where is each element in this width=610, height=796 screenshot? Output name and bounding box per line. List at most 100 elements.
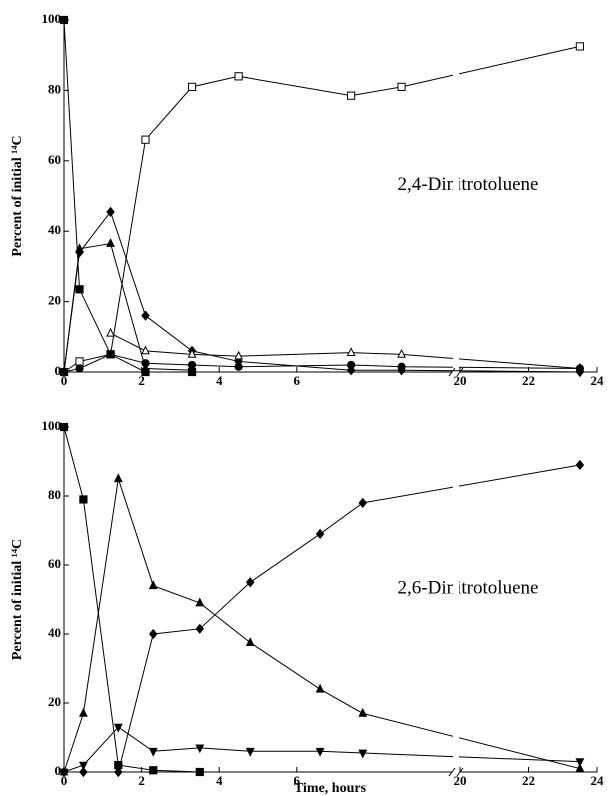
y-tick-label: 80 bbox=[48, 487, 61, 502]
marker bbox=[358, 497, 368, 509]
marker bbox=[79, 766, 88, 778]
y-tick-label: 100 bbox=[42, 11, 62, 26]
y-tick-label: 0 bbox=[55, 363, 62, 378]
annotation: 2,6-Dinitrotoluene bbox=[398, 578, 539, 599]
marker bbox=[148, 747, 158, 757]
marker bbox=[187, 367, 197, 377]
x-tick-label: 22 bbox=[522, 373, 535, 388]
marker bbox=[78, 761, 88, 771]
marker bbox=[149, 766, 158, 775]
break-gap bbox=[453, 15, 459, 368]
y-tick-label: 100 bbox=[42, 418, 62, 433]
marker bbox=[141, 310, 150, 321]
marker bbox=[141, 135, 150, 144]
marker bbox=[78, 707, 88, 717]
x-tick-label: 6 bbox=[294, 773, 301, 788]
break-gap bbox=[453, 422, 459, 768]
x-tick-label: 0 bbox=[61, 773, 68, 788]
marker bbox=[397, 82, 406, 91]
marker bbox=[234, 362, 243, 371]
series-line bbox=[63, 478, 580, 773]
marker bbox=[234, 350, 244, 360]
series-line bbox=[64, 464, 580, 773]
marker bbox=[59, 422, 69, 432]
x-tick-label: 0 bbox=[61, 373, 68, 388]
y-tick-label: 0 bbox=[55, 763, 62, 778]
marker bbox=[195, 744, 205, 754]
x-tick-label: 6 bbox=[294, 373, 301, 388]
series-line bbox=[63, 210, 580, 373]
annotation: 2,4-Dinitrotoluene bbox=[398, 174, 539, 195]
marker bbox=[59, 15, 69, 25]
marker bbox=[106, 350, 115, 359]
marker bbox=[106, 238, 115, 247]
marker bbox=[75, 364, 84, 373]
axis-break bbox=[448, 767, 456, 777]
marker bbox=[346, 347, 356, 357]
axis-break bbox=[448, 367, 456, 377]
y-tick-label: 80 bbox=[48, 81, 61, 96]
marker bbox=[195, 767, 204, 777]
series-line bbox=[110, 332, 580, 369]
marker bbox=[75, 243, 84, 253]
marker bbox=[315, 528, 325, 540]
x-tick-label: 4 bbox=[216, 373, 223, 388]
marker bbox=[347, 360, 356, 370]
x-tick-label: 20 bbox=[454, 773, 467, 788]
marker bbox=[187, 82, 197, 91]
y-tick-label: 60 bbox=[48, 556, 61, 571]
marker bbox=[114, 766, 123, 778]
marker bbox=[141, 367, 150, 377]
y-tick-label: 20 bbox=[48, 293, 61, 308]
marker bbox=[358, 749, 368, 759]
y-axis-label: Percent of initial ¹⁴C bbox=[10, 135, 25, 256]
marker bbox=[195, 623, 205, 634]
marker bbox=[315, 683, 325, 693]
marker bbox=[75, 357, 84, 366]
marker bbox=[347, 91, 356, 100]
y-axis-label: Percent of initial ¹⁴C bbox=[10, 539, 25, 660]
x-tick-label: 2 bbox=[138, 373, 145, 388]
marker bbox=[575, 763, 585, 772]
marker bbox=[59, 768, 69, 778]
y-tick-label: 20 bbox=[48, 694, 61, 709]
x-tick-label: 4 bbox=[216, 773, 223, 788]
marker bbox=[79, 495, 88, 504]
marker bbox=[575, 459, 585, 471]
marker bbox=[187, 348, 197, 358]
y-tick-label: 60 bbox=[48, 152, 61, 167]
x-tick-label: 24 bbox=[591, 773, 605, 788]
y-tick-label: 40 bbox=[48, 222, 61, 237]
marker bbox=[245, 637, 255, 647]
marker bbox=[575, 42, 584, 51]
marker bbox=[315, 747, 325, 757]
series-line bbox=[64, 244, 580, 372]
marker bbox=[245, 747, 255, 757]
marker bbox=[575, 363, 585, 372]
marker bbox=[575, 758, 585, 768]
marker bbox=[75, 285, 84, 294]
marker bbox=[59, 366, 69, 376]
marker bbox=[148, 580, 158, 590]
marker bbox=[397, 348, 406, 358]
marker bbox=[113, 473, 123, 483]
marker bbox=[397, 362, 406, 371]
marker bbox=[148, 628, 158, 640]
series-line bbox=[63, 45, 580, 373]
y-tick-label: 40 bbox=[48, 625, 61, 640]
x-axis-label: Time, hours bbox=[294, 781, 367, 796]
marker bbox=[106, 327, 115, 337]
marker bbox=[113, 723, 123, 733]
x-tick-label: 22 bbox=[522, 773, 535, 788]
marker bbox=[234, 72, 243, 81]
series-line bbox=[63, 19, 193, 373]
marker bbox=[141, 345, 150, 355]
marker bbox=[245, 577, 255, 588]
x-tick-label: 24 bbox=[591, 373, 605, 388]
x-tick-label: 20 bbox=[454, 373, 467, 388]
marker bbox=[106, 206, 115, 217]
marker bbox=[358, 707, 368, 717]
marker bbox=[195, 597, 205, 607]
x-tick-label: 2 bbox=[138, 773, 145, 788]
